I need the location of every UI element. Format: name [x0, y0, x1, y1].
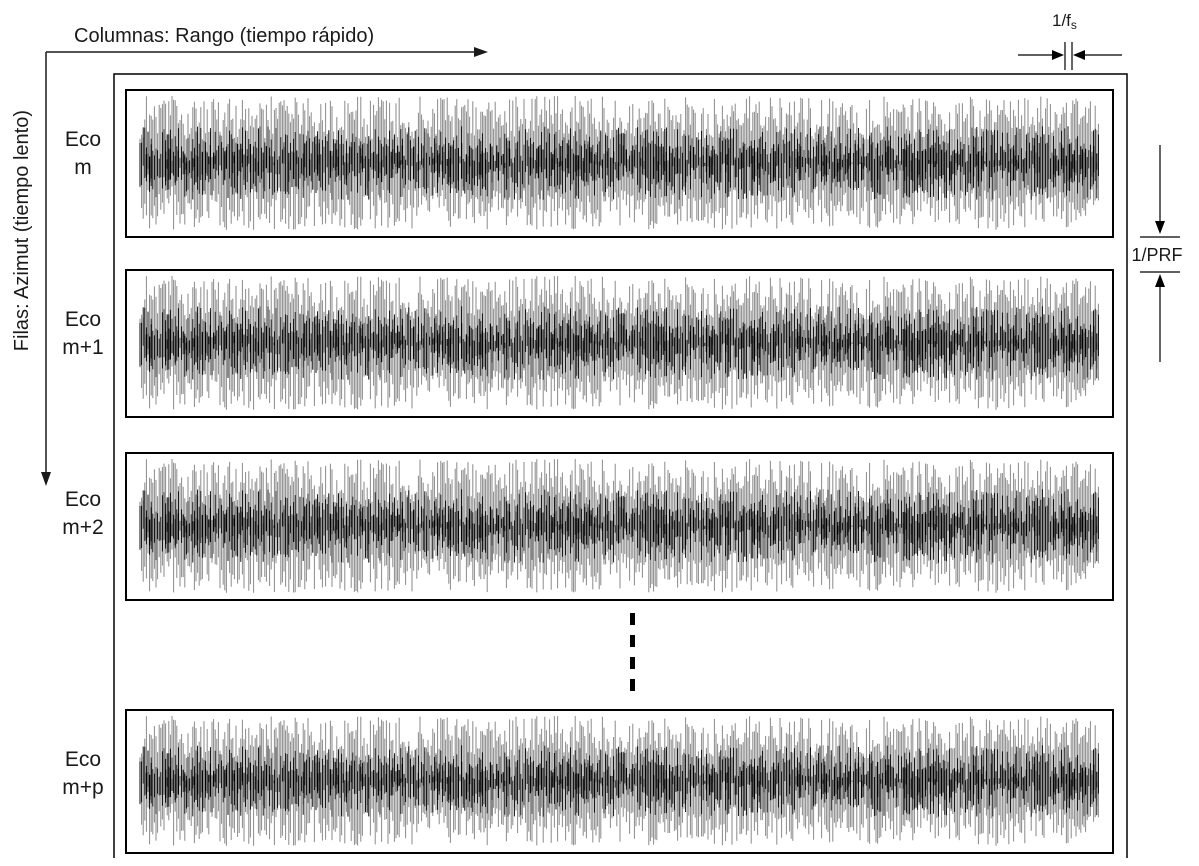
echo-box: [125, 709, 1114, 854]
columns-axis-label: Columnas: Rango (tiempo rápido): [74, 25, 374, 47]
sample-interval-prefix: 1/f: [1052, 11, 1071, 30]
sample-arrow-right-head: [1073, 50, 1085, 60]
echo-row-1: Eco m+1: [62, 269, 1114, 418]
echo-label-line2: m+2: [62, 516, 103, 539]
prf-arrow-top-head: [1155, 221, 1165, 234]
echo-row-3: Eco m+p: [62, 709, 1114, 854]
waveform-trace: [145, 761, 1098, 801]
outer-frame: [113, 73, 1128, 858]
echo-label-line2: m+1: [62, 336, 103, 359]
ellipsis-dot: [630, 635, 635, 647]
echo-label-line1: Eco: [65, 748, 101, 771]
echo-waveform: [139, 96, 1099, 230]
waveform-trace: [145, 323, 1098, 364]
echo-waveform: [139, 276, 1099, 410]
sample-interval-subscript: s: [1071, 18, 1077, 32]
ellipsis-dot: [630, 679, 635, 691]
sample-interval-label: 1/fs: [1052, 11, 1077, 32]
rows-axis-arrowhead: [41, 472, 51, 486]
columns-axis-arrowhead: [474, 47, 488, 57]
prf-arrow-bottom-head: [1155, 274, 1165, 287]
pulse-interval-label: 1/PRF: [1131, 245, 1182, 265]
echo-label-line2: m: [74, 156, 92, 179]
echo-label-line1: Eco: [65, 488, 101, 511]
rows-axis: Filas: Azimut (tiempo lento): [11, 52, 51, 486]
echo-box: [125, 89, 1114, 238]
sample-interval-marker: 1/fs: [1018, 11, 1122, 70]
rows-axis-label: Filas: Azimut (tiempo lento): [11, 110, 33, 351]
echo-label-line2: m+p: [62, 776, 103, 799]
sample-arrow-left-head: [1052, 50, 1064, 60]
vertical-ellipsis: [630, 613, 635, 691]
waveform-trace: [145, 506, 1098, 547]
echo-label-line1: Eco: [65, 128, 101, 151]
echo-waveform: [139, 716, 1099, 846]
echo-waveform: [139, 459, 1099, 593]
waveform-trace: [145, 143, 1098, 184]
columns-axis: Columnas: Rango (tiempo rápido): [46, 25, 488, 57]
ellipsis-dot: [630, 613, 635, 625]
echo-label-line1: Eco: [65, 308, 101, 331]
echo-row-2: Eco m+2: [62, 452, 1114, 601]
echo-box: [125, 452, 1114, 601]
echo-box: [125, 269, 1114, 418]
ellipsis-dot: [630, 657, 635, 669]
pulse-interval-marker: 1/PRF: [1131, 145, 1183, 362]
echo-row-0: Eco m: [65, 89, 1114, 238]
